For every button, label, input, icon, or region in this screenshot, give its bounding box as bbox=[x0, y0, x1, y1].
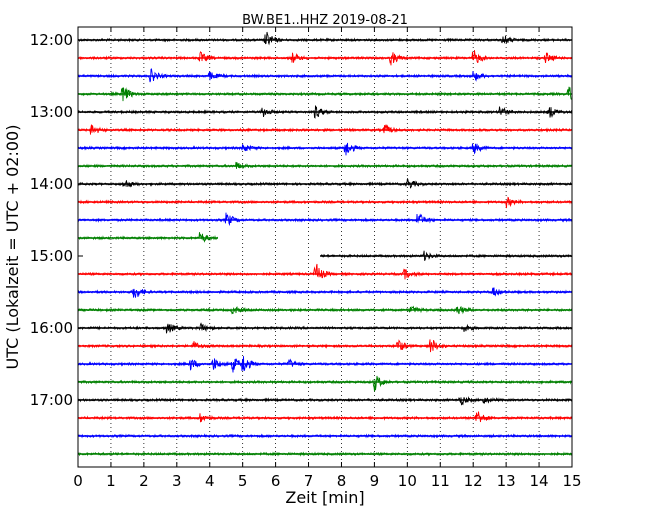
vertical-grid bbox=[110, 27, 540, 467]
y-axis-label: UTC (Lokalzeit = UTC + 02:00) bbox=[3, 125, 22, 370]
x-tick-label: 13 bbox=[497, 472, 516, 490]
y-tick-label: 14:00 bbox=[30, 175, 73, 193]
y-tick-label: 12:00 bbox=[30, 31, 73, 49]
x-tick-label: 10 bbox=[398, 472, 417, 490]
seismogram-traces bbox=[77, 31, 573, 457]
y-axis-ticks: 12:00 13:00 14:00 15:00 16:00 17:00 bbox=[30, 31, 572, 409]
x-tick-label: 3 bbox=[172, 472, 182, 490]
x-tick-label: 9 bbox=[370, 472, 380, 490]
trace-1430 bbox=[77, 212, 573, 227]
trace-1715 bbox=[77, 411, 573, 423]
y-tick-label: 13:00 bbox=[30, 103, 73, 121]
x-tick-label: 1 bbox=[106, 472, 116, 490]
trace-1330 bbox=[77, 142, 573, 156]
plot-frame bbox=[77, 26, 573, 468]
x-tick-label: 11 bbox=[431, 472, 450, 490]
y-tick-label: 17:00 bbox=[30, 391, 73, 409]
x-tick-label: 2 bbox=[139, 472, 149, 490]
trace-1200 bbox=[77, 31, 573, 46]
x-tick-label: 5 bbox=[238, 472, 248, 490]
x-tick-label: 6 bbox=[271, 472, 281, 490]
y-tick-label: 15:00 bbox=[30, 247, 73, 265]
trace-1700 bbox=[77, 396, 573, 406]
x-tick-label: 14 bbox=[530, 472, 549, 490]
x-axis-ticks: 0 1 2 3 4 5 6 7 8 9 10 11 12 13 14 15 bbox=[73, 27, 582, 490]
x-tick-label: 12 bbox=[464, 472, 483, 490]
trace-1445 bbox=[77, 232, 218, 243]
x-tick-label: 8 bbox=[337, 472, 347, 490]
y-tick-label: 16:00 bbox=[30, 319, 73, 337]
trace-1645 bbox=[77, 375, 573, 392]
trace-1515 bbox=[77, 263, 572, 280]
x-tick-label: 0 bbox=[73, 472, 83, 490]
x-tick-label: 4 bbox=[205, 472, 215, 490]
x-tick-label: 7 bbox=[304, 472, 314, 490]
x-axis-label: Zeit [min] bbox=[285, 488, 364, 507]
x-tick-label: 15 bbox=[562, 472, 581, 490]
chart-title: BW.BE1..HHZ 2019-08-21 bbox=[242, 13, 408, 28]
